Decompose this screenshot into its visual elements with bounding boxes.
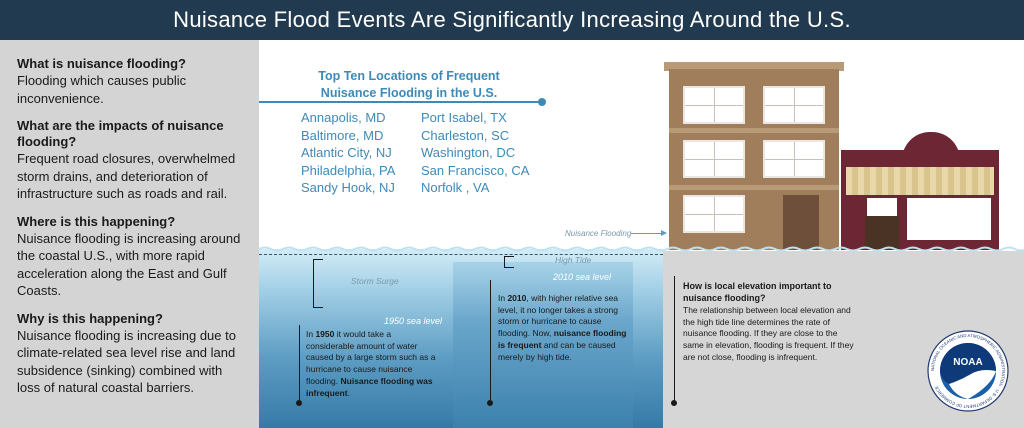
title-underline — [259, 101, 542, 103]
shop-awning — [846, 167, 994, 195]
building-window — [683, 195, 745, 233]
elevation-title: How is local elevation important to nuis… — [683, 281, 832, 303]
location-item: Norfolk , VA — [421, 180, 490, 195]
callout-line — [299, 325, 300, 403]
faq-answer: Flooding which causes public inconvenien… — [17, 73, 187, 106]
elevation-dashed-line — [259, 254, 663, 255]
faq-question: Where is this happening? — [17, 213, 176, 229]
faq-question: What are the impacts of nuisance floodin… — [17, 118, 224, 149]
building-band — [669, 128, 839, 133]
location-item: Philadelphia, PA — [301, 162, 396, 178]
water-surface-wave — [259, 246, 1024, 252]
sea-level-1950-label: 1950 sea level — [384, 316, 443, 326]
location-item: Atlantic City, NJ — [301, 145, 392, 160]
building-band — [669, 185, 839, 190]
location-item: Annapolis, MD — [301, 110, 386, 125]
locations-column-2: Port Isabel, TX Charleston, SC Washingto… — [421, 109, 529, 197]
noaa-logo-text: NOAA — [953, 357, 982, 368]
location-item: Port Isabel, TX — [421, 110, 507, 125]
faq-question: What is nuisance flooding? — [17, 56, 186, 71]
faq-answer: Frequent road closures, overwhelmed stor… — [17, 151, 236, 201]
building-window — [763, 140, 825, 178]
callout-dot — [296, 400, 302, 406]
bracket-tick — [504, 256, 514, 257]
bracket-tick — [313, 307, 323, 308]
callout-dot — [671, 400, 677, 406]
shop-window — [867, 198, 897, 216]
elevation-text: The relationship between local elevation… — [683, 305, 854, 362]
faq-where: Where is this happening? Nuisance floodi… — [17, 214, 247, 300]
faq-answer: Nuisance flooding is increasing due to c… — [17, 327, 236, 396]
text-1950: In 1950 it would take a considerable amo… — [306, 329, 436, 398]
title-underline-dot — [538, 98, 546, 106]
faq-sidebar: What is nuisance flooding? Flooding whic… — [0, 40, 259, 428]
location-item: Sandy Hook, NJ — [301, 180, 395, 195]
building-window — [683, 140, 745, 178]
building-window — [683, 86, 745, 124]
building-window — [763, 86, 825, 124]
text-2010: In 2010, with higher relative sea level,… — [498, 293, 627, 362]
nuisance-flooding-arrow — [631, 233, 665, 234]
page-title: Nuisance Flood Events Are Significantly … — [0, 0, 1024, 40]
sea-level-2010-box — [453, 262, 633, 428]
building-door — [783, 195, 819, 250]
shop-window — [907, 198, 991, 240]
location-item: Baltimore, MD — [301, 127, 384, 143]
location-item: Washington, DC — [421, 145, 516, 160]
faq-impacts: What are the impacts of nuisance floodin… — [17, 118, 247, 203]
faq-question: Why is this happening? — [17, 310, 163, 326]
storm-surge-label: Storm Surge — [351, 276, 399, 286]
building-cornice — [664, 62, 844, 71]
callout-line — [674, 276, 675, 404]
bracket-tick — [504, 267, 514, 268]
high-tide-label: High Tide — [555, 255, 592, 265]
shop-door — [865, 216, 899, 250]
locations-column-1: Annapolis, MD Baltimore, MD Atlantic Cit… — [301, 109, 395, 197]
arrow-head-icon — [661, 230, 667, 236]
illustration-panel: Top Ten Locations of Frequent Nuisance F… — [259, 40, 1024, 428]
nuisance-flooding-label: Nuisance Flooding — [565, 229, 632, 238]
high-tide-bracket — [504, 256, 505, 267]
faq-why: Why is this happening? Nuisance flooding… — [17, 311, 247, 397]
bracket-tick — [313, 259, 323, 260]
location-item: San Francisco, CA — [421, 162, 530, 178]
noaa-logo-icon: NOAA NATIONAL OCEANIC AND ATMOSPHERIC AD… — [927, 330, 1009, 412]
callout-line — [490, 280, 491, 403]
storm-surge-bracket — [313, 259, 314, 307]
sea-level-2010-label: 2010 sea level — [553, 272, 612, 282]
location-item: Charleston, SC — [421, 127, 510, 143]
callout-dot — [487, 400, 493, 406]
faq-what: What is nuisance flooding? Flooding whic… — [17, 56, 247, 107]
faq-answer: Nuisance flooding is increasing around t… — [17, 230, 241, 299]
locations-title: Top Ten Locations of Frequent Nuisance F… — [318, 69, 500, 100]
